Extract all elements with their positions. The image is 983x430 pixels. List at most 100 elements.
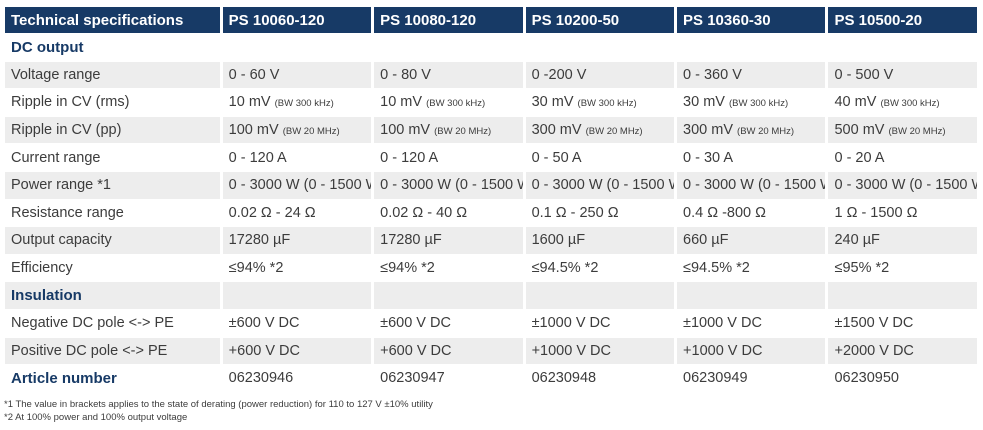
section-title-insulation: Insulation: [5, 282, 220, 309]
table-cell: 0 - 3000 W (0 - 1500 W): [828, 171, 977, 199]
table-cell: [222, 34, 372, 61]
bandwidth-note: (BW 300 kHz): [728, 98, 789, 110]
table-cell: 1600 µF: [525, 227, 675, 254]
table-cell: 0 - 50 A: [525, 144, 675, 171]
bandwidth-note: (BW 20 MHz): [737, 126, 795, 138]
table-cell: ±600 V DC: [222, 309, 372, 337]
bandwidth-note: (BW 20 MHz): [888, 126, 946, 138]
table-cell: 17280 µF: [374, 227, 523, 254]
table-cell: 06230949: [677, 365, 826, 392]
table-row: Article number 06230946 06230947 0623094…: [5, 365, 977, 392]
row-label: Ripple in CV (rms): [5, 89, 220, 116]
cell-value: 40 mV: [834, 94, 877, 111]
table-cell: 0.02 Ω - 40 Ω: [374, 199, 523, 227]
table-cell: [828, 34, 977, 61]
table-row: Current range 0 - 120 A 0 - 120 A 0 - 50…: [5, 144, 977, 171]
table-cell: 300 mV (BW 20 MHz): [677, 116, 826, 144]
bandwidth-note: (BW 20 MHz): [282, 126, 340, 138]
table-cell: +1000 V DC: [525, 337, 675, 365]
table-cell: ≤94% *2: [374, 254, 523, 282]
table-cell: [525, 34, 675, 61]
cell-value: 300 mV: [683, 122, 734, 139]
table-cell: 06230950: [828, 365, 977, 392]
section-title-dc-output: DC output: [5, 34, 220, 61]
table-row: Positive DC pole <-> PE +600 V DC +600 V…: [5, 337, 977, 365]
footnotes: *1 The value in brackets applies to the …: [4, 398, 433, 424]
table-cell: ±1000 V DC: [525, 309, 675, 337]
table-cell: 500 mV (BW 20 MHz): [828, 116, 977, 144]
table-row: Output capacity 17280 µF 17280 µF 1600 µ…: [5, 227, 977, 254]
table-cell: 0 - 3000 W (0 - 1500 W): [525, 171, 675, 199]
table-cell: 40 mV (BW 300 kHz): [828, 89, 977, 116]
row-label: Ripple in CV (pp): [5, 116, 220, 144]
cell-value: 30 mV: [683, 94, 725, 111]
row-label: Voltage range: [5, 61, 220, 89]
cell-value: 500 mV: [834, 122, 885, 139]
table-cell: 0.1 Ω - 250 Ω: [525, 199, 675, 227]
cell-value: 10 mV: [380, 94, 423, 111]
table-cell: [677, 34, 826, 61]
table-cell: +1000 V DC: [677, 337, 826, 365]
table-cell: [222, 282, 372, 309]
table-row: Negative DC pole <-> PE ±600 V DC ±600 V…: [5, 309, 977, 337]
row-label: Current range: [5, 144, 220, 171]
section-row: Insulation: [5, 282, 977, 309]
table-row: Power range *1 0 - 3000 W (0 - 1500 W) 0…: [5, 171, 977, 199]
table-cell: 0 - 30 A: [677, 144, 826, 171]
table-cell: +600 V DC: [222, 337, 372, 365]
table-cell: [525, 282, 675, 309]
table-cell: 06230947: [374, 365, 523, 392]
table-cell: [374, 34, 523, 61]
bandwidth-note: (BW 300 kHz): [274, 98, 334, 110]
table-cell: 1 Ω - 1500 Ω: [828, 199, 977, 227]
spec-table: Technical specifications PS 10060-120 PS…: [2, 6, 980, 393]
row-label: Resistance range: [5, 199, 220, 227]
bandwidth-note: (BW 20 MHz): [434, 126, 492, 138]
table-cell: 06230946: [222, 365, 372, 392]
header-cell: PS 10200-50: [525, 7, 675, 33]
table-cell: ±1500 V DC: [828, 309, 977, 337]
table-cell: 0 -200 V: [525, 61, 675, 89]
table-cell: 0 - 60 V: [222, 61, 372, 89]
table-cell: 0 - 120 A: [374, 144, 523, 171]
row-label: Negative DC pole <-> PE: [5, 309, 220, 337]
cell-value: 100 mV: [228, 122, 279, 139]
table-cell: 0 - 360 V: [677, 61, 826, 89]
table-cell: 0 - 120 A: [222, 144, 372, 171]
table-row: Voltage range 0 - 60 V 0 - 80 V 0 -200 V…: [5, 61, 977, 89]
table-cell: 0.4 Ω -800 Ω: [677, 199, 826, 227]
table-cell: 0 - 3000 W (0 - 1500 W): [374, 171, 523, 199]
row-label: Power range *1: [5, 171, 220, 199]
header-cell: PS 10080-120: [374, 7, 523, 33]
header-cell: PS 10360-30: [677, 7, 826, 33]
table-cell: 10 mV (BW 300 kHz): [374, 89, 523, 116]
header-cell: PS 10060-120: [222, 7, 372, 33]
cell-value: 300 mV: [531, 122, 582, 139]
table-cell: 0 - 3000 W (0 - 1500 W): [677, 171, 826, 199]
table-cell: 100 mV (BW 20 MHz): [374, 116, 523, 144]
table-cell: 0.02 Ω - 24 Ω: [222, 199, 372, 227]
table-cell: 17280 µF: [222, 227, 372, 254]
table-row: Resistance range 0.02 Ω - 24 Ω 0.02 Ω - …: [5, 199, 977, 227]
bandwidth-note: (BW 300 kHz): [426, 98, 486, 110]
bandwidth-note: (BW 300 kHz): [577, 98, 637, 110]
table-cell: ±1000 V DC: [677, 309, 826, 337]
section-title-article-number: Article number: [5, 365, 220, 392]
table-cell: 660 µF: [677, 227, 826, 254]
table-cell: +600 V DC: [374, 337, 523, 365]
table-cell: 240 µF: [828, 227, 977, 254]
table-cell: [677, 282, 826, 309]
section-row: DC output: [5, 34, 977, 61]
table-row: Efficiency ≤94% *2 ≤94% *2 ≤94.5% *2 ≤94…: [5, 254, 977, 282]
footnote: *2 At 100% power and 100% output voltage: [4, 412, 188, 423]
table-row: Ripple in CV (rms) 10 mV (BW 300 kHz) 10…: [5, 89, 977, 116]
table-cell: ≤94% *2: [222, 254, 372, 282]
cell-value: 100 mV: [380, 122, 431, 139]
table-header-row: Technical specifications PS 10060-120 PS…: [5, 7, 977, 33]
table-cell: +2000 V DC: [828, 337, 977, 365]
table-cell: 10 mV (BW 300 kHz): [222, 89, 372, 116]
row-label: Positive DC pole <-> PE: [5, 337, 220, 365]
table-cell: ≤95% *2: [828, 254, 977, 282]
table-cell: 30 mV (BW 300 kHz): [677, 89, 826, 116]
